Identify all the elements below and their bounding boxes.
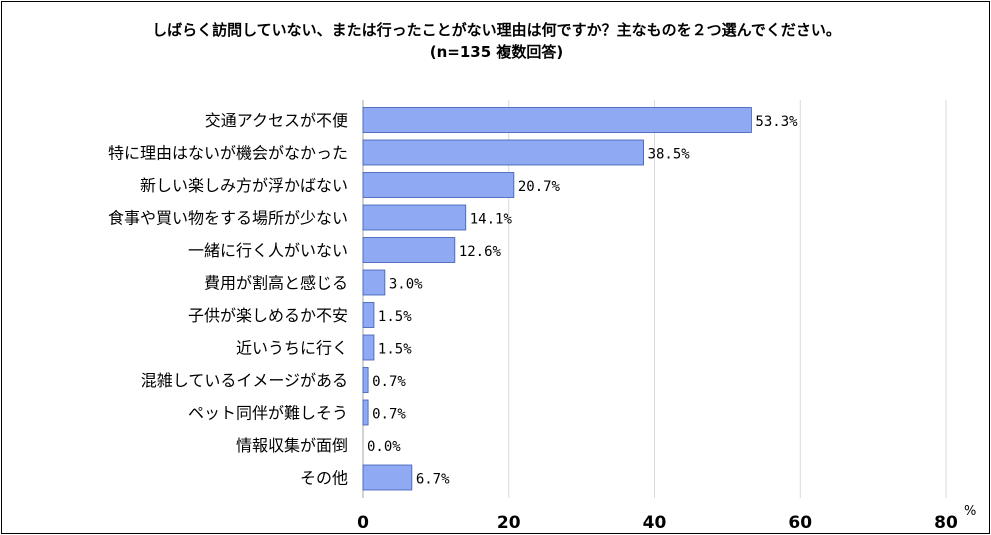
x-unit-label: % bbox=[964, 504, 976, 519]
value-label-10: 0.0% bbox=[367, 439, 401, 455]
category-label-6: 子供が楽しめるか不安 bbox=[188, 306, 348, 325]
value-label-3: 14.1% bbox=[470, 212, 513, 228]
chart-title: しばらく訪問していない、または行ったことがない理由は何ですか？主なものを２つ選ん… bbox=[152, 21, 841, 39]
category-label-8: 混雑しているイメージがある bbox=[141, 371, 348, 390]
gridlines bbox=[362, 100, 947, 498]
chart-subtitle: (n=135 複数回答) bbox=[429, 43, 564, 61]
bar-1 bbox=[362, 139, 644, 166]
value-label-9: 0.7% bbox=[372, 407, 406, 423]
value-label-2: 20.7% bbox=[518, 179, 561, 195]
category-label-3: 食事や買い物をする場所が少ない bbox=[108, 209, 348, 228]
value-label-7: 1.5% bbox=[378, 342, 412, 358]
x-tick-label-0: 0 bbox=[357, 513, 369, 533]
bar-0 bbox=[362, 107, 752, 133]
category-label-7: 近いうちに行く bbox=[236, 339, 348, 358]
value-label-6: 1.5% bbox=[378, 309, 412, 325]
value-label-0: 53.3% bbox=[755, 114, 798, 130]
category-label-10: 情報収集が面倒 bbox=[236, 436, 348, 455]
bar-11 bbox=[362, 464, 413, 491]
value-label-4: 12.6% bbox=[459, 244, 502, 260]
value-label-11: 6.7% bbox=[416, 472, 450, 488]
category-label-2: 新しい楽しみ方が浮かばない bbox=[140, 176, 348, 195]
x-axis-ticks: 0 20 40 60 80 bbox=[357, 513, 958, 533]
bar-7 bbox=[362, 334, 375, 361]
value-label-8: 0.7% bbox=[372, 374, 406, 390]
bar-3 bbox=[362, 204, 467, 231]
category-label-1: 特に理由はないが機会がなかった bbox=[108, 144, 348, 163]
bar-2 bbox=[362, 172, 515, 198]
bar-9 bbox=[362, 399, 369, 426]
category-label-9: ペット同伴が難しそう bbox=[188, 404, 348, 423]
x-tick-label-40: 40 bbox=[643, 513, 667, 533]
category-label-5: 費用が割高と感じる bbox=[204, 274, 348, 293]
bar-6 bbox=[362, 302, 375, 328]
bar-4 bbox=[362, 237, 456, 263]
x-tick-label-20: 20 bbox=[497, 513, 521, 533]
x-tick-label-80: 80 bbox=[934, 513, 958, 533]
value-label-1: 38.5% bbox=[648, 147, 691, 163]
bar-5 bbox=[362, 269, 386, 296]
x-tick-label-60: 60 bbox=[788, 513, 812, 533]
category-label-4: 一緒に行く人がいない bbox=[188, 241, 348, 260]
value-label-5: 3.0% bbox=[389, 277, 423, 293]
bar-8 bbox=[362, 367, 369, 393]
category-labels: 交通アクセスが不便特に理由はないが機会がなかった新しい楽しみ方が浮かばない食事や… bbox=[108, 111, 348, 488]
category-label-11: その他 bbox=[300, 469, 348, 488]
category-label-0: 交通アクセスが不便 bbox=[205, 111, 348, 130]
bars bbox=[362, 107, 752, 491]
value-labels: 53.3% 38.5% 20.7% 14.1% 12.6% 3.0% 1.5% 1.5% 0.7… bbox=[367, 114, 798, 488]
